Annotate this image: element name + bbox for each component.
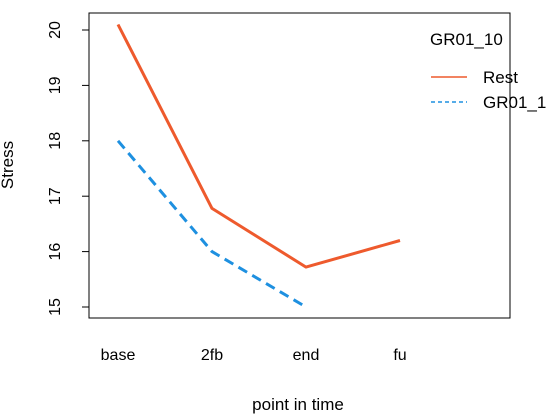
legend-title: GR01_10 xyxy=(430,30,503,49)
legend-label: GR01_1 xyxy=(483,93,546,112)
x-tick-label: fu xyxy=(393,347,406,364)
x-axis: base 2fb end fu xyxy=(101,347,407,364)
y-tick-label: 15 xyxy=(47,298,64,316)
x-tick-label: 2fb xyxy=(201,347,223,364)
legend: GR01_10 Rest GR01_1 xyxy=(430,30,546,112)
y-tick-label: 18 xyxy=(47,132,64,150)
y-tick-label: 16 xyxy=(47,243,64,261)
y-axis: 15 16 17 18 19 20 xyxy=(47,21,90,316)
plot-frame xyxy=(88,12,511,319)
y-tick-label: 19 xyxy=(47,76,64,94)
y-tick-label: 17 xyxy=(47,187,64,205)
series-layer xyxy=(116,23,401,309)
x-tick-label: end xyxy=(293,347,320,364)
series-line xyxy=(116,23,401,269)
series-line xyxy=(116,139,307,309)
x-axis-label: point in time xyxy=(252,395,344,414)
legend-label: Rest xyxy=(483,68,518,87)
y-tick-label: 20 xyxy=(47,21,64,39)
y-axis-label: Stress xyxy=(0,141,17,189)
x-tick-label: base xyxy=(101,347,136,364)
